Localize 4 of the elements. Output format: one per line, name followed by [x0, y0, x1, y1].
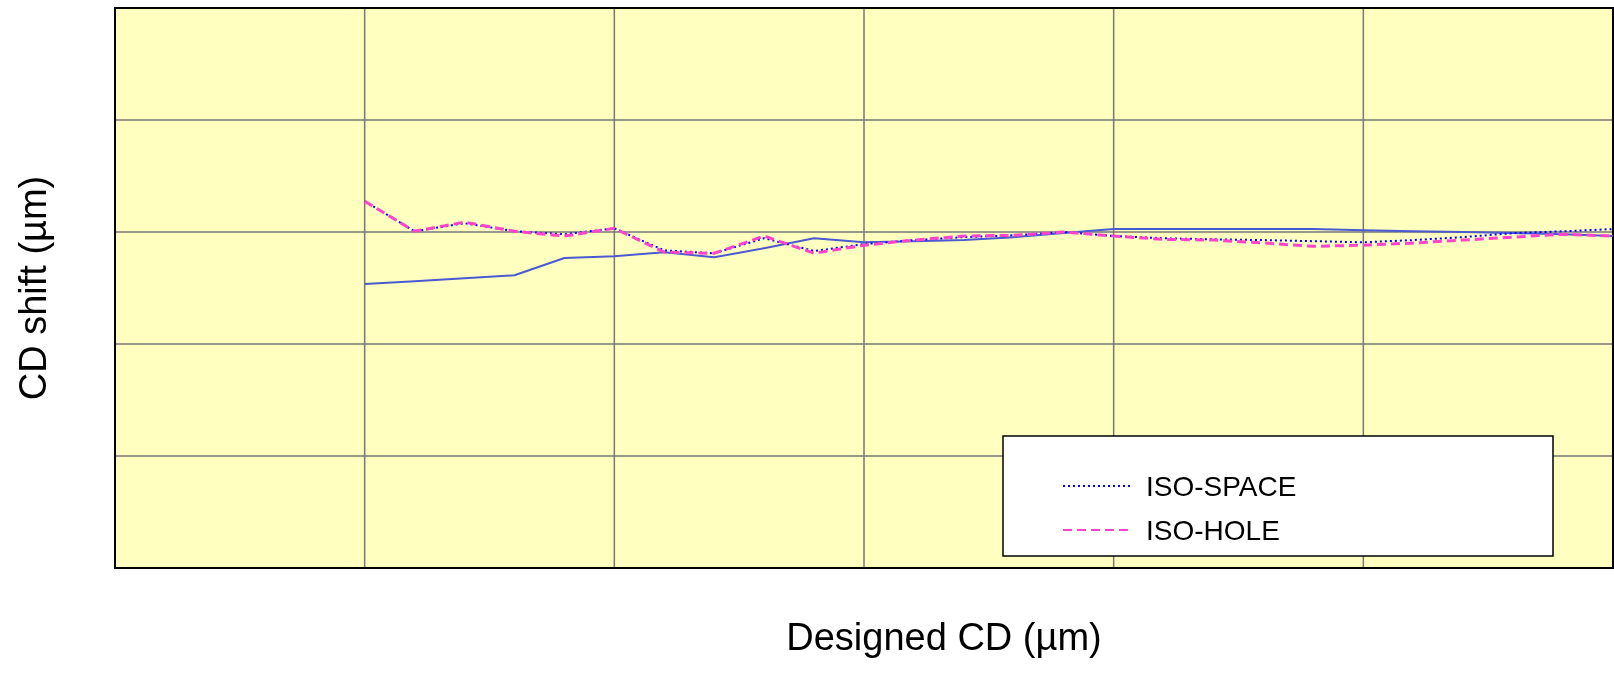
- y-axis-title: CD shift (µm): [12, 175, 54, 401]
- legend-label: ISO-SPACE: [1146, 470, 1297, 502]
- legend-label: ISO-HOLE: [1146, 514, 1280, 546]
- x-axis-title: Designed CD (µm): [786, 616, 1102, 658]
